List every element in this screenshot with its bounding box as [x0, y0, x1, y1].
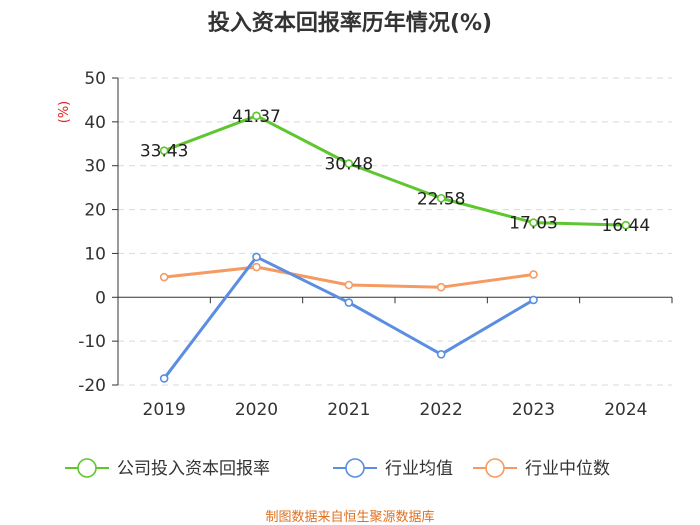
- data-point-1: [436, 349, 446, 359]
- data-point-0: [344, 159, 354, 168]
- chart-title: 投入资本回报率历年情况(%): [208, 10, 492, 36]
- data-point-2: [344, 280, 354, 290]
- data-point-1: [529, 295, 538, 305]
- x-tick-label: 2022: [420, 400, 463, 420]
- y-tick-label: 30: [84, 157, 106, 177]
- data-point-0: [436, 193, 446, 203]
- grid-lines: [118, 77, 672, 386]
- series-line-0: [163, 114, 626, 227]
- data-label: 17.03: [509, 214, 558, 234]
- x-tick-label: 2020: [235, 400, 278, 420]
- legend-label-2: 行业中位数: [525, 459, 610, 479]
- data-label: 33.43: [140, 142, 189, 162]
- y-tick-label: 50: [84, 69, 106, 89]
- x-tick-label: 2021: [327, 400, 370, 420]
- y-tick-label: 40: [84, 113, 106, 133]
- data-point-0: [621, 220, 631, 230]
- series-line-1: [162, 255, 535, 380]
- data-label: 30.48: [324, 155, 373, 175]
- data-point-0: [252, 111, 261, 121]
- data-point-0: [159, 146, 169, 155]
- data-point-2: [159, 272, 169, 282]
- data-label: 22.58: [417, 189, 466, 209]
- data-label: 41.37: [232, 107, 281, 127]
- data-label: 16.44: [601, 216, 650, 236]
- x-tick-label: 2024: [604, 400, 647, 420]
- source-note: 制图数据来自恒生聚源数据库: [265, 509, 434, 525]
- x-tick-label: 2023: [512, 400, 555, 420]
- y-tick-label: 10: [84, 244, 106, 264]
- data-labels: 33.43 41.37 30.48 22.58 17.03 16.44: [140, 107, 650, 236]
- y-tick-label: 0: [95, 288, 106, 308]
- legend-label-1: 行业均值: [385, 459, 453, 479]
- data-point-0: [529, 218, 538, 227]
- legend-marker-2: [485, 458, 505, 478]
- legend: 公司投入资本回报率 行业均值 行业中位数: [65, 458, 610, 479]
- data-point-1: [252, 252, 261, 262]
- legend-marker-0: [77, 458, 97, 478]
- data-point-1: [159, 374, 169, 383]
- axes: 50 40 30 20 10 0 -10 -20 2019 2020 2021 2022 2023 202…: [78, 69, 673, 420]
- y-axis-unit: (%): [57, 101, 72, 124]
- y-tick-label: -10: [78, 332, 106, 352]
- data-point-2: [252, 262, 261, 272]
- legend-label-0: 公司投入资本回报率: [117, 459, 270, 479]
- data-point-1: [344, 298, 354, 307]
- x-tick-label: 2019: [143, 400, 186, 420]
- y-tick-label: -20: [78, 376, 106, 396]
- series-group: [159, 111, 631, 383]
- legend-marker-1: [345, 458, 365, 478]
- data-point-2: [529, 270, 538, 279]
- data-point-2: [436, 282, 446, 292]
- y-tick-label: 20: [84, 201, 106, 221]
